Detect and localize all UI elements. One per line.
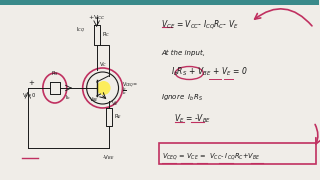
Text: R$_{E}$: R$_{E}$ <box>114 112 122 122</box>
Text: +: + <box>28 80 34 86</box>
Text: V$_{i}$=0: V$_{i}$=0 <box>22 92 36 100</box>
Text: Ignore  I$_{b}$R$_{S}$: Ignore I$_{b}$R$_{S}$ <box>161 93 204 103</box>
Text: V$_{CEQ}$ = V$_{CE}$ =  V$_{CC}$- I$_{CQ}$R$_{C}$+V$_{BE}$: V$_{CEQ}$ = V$_{CE}$ = V$_{CC}$- I$_{CQ}… <box>162 152 261 163</box>
Text: I$_{b}$: I$_{b}$ <box>65 93 71 102</box>
Text: V$_{C}$: V$_{C}$ <box>99 60 107 69</box>
Text: R$_{S}$: R$_{S}$ <box>51 69 59 78</box>
Text: R$_{C}$: R$_{C}$ <box>102 31 110 39</box>
Text: V$_{CE}$ = V$_{CC}$- I$_{CQ}$R$_{C}$- V$_{E}$: V$_{CE}$ = V$_{CC}$- I$_{CQ}$R$_{C}$- V$… <box>161 18 239 31</box>
Circle shape <box>97 81 111 95</box>
Text: +V$_{CC}$: +V$_{CC}$ <box>88 13 106 22</box>
Text: I$_{CQ}$: I$_{CQ}$ <box>76 25 86 35</box>
Text: V$_{E}$ = -V$_{BE}$: V$_{E}$ = -V$_{BE}$ <box>174 112 212 125</box>
Text: V$_{BE}$: V$_{BE}$ <box>89 96 99 104</box>
Text: V$_{E}$: V$_{E}$ <box>111 100 119 108</box>
Text: -V$_{BE}$: -V$_{BE}$ <box>102 153 115 162</box>
Text: V$_{CEQ}$=: V$_{CEQ}$= <box>122 80 138 90</box>
FancyBboxPatch shape <box>159 143 316 163</box>
Text: $\frac{b}{b}$: $\frac{b}{b}$ <box>122 85 126 97</box>
Text: I$_{b}$R$_{S}$ + V$_{BE}$ + V$_{E}$ = 0: I$_{b}$R$_{S}$ + V$_{BE}$ + V$_{E}$ = 0 <box>171 65 248 78</box>
Text: At the input,: At the input, <box>161 50 205 56</box>
Bar <box>0 0 319 5</box>
